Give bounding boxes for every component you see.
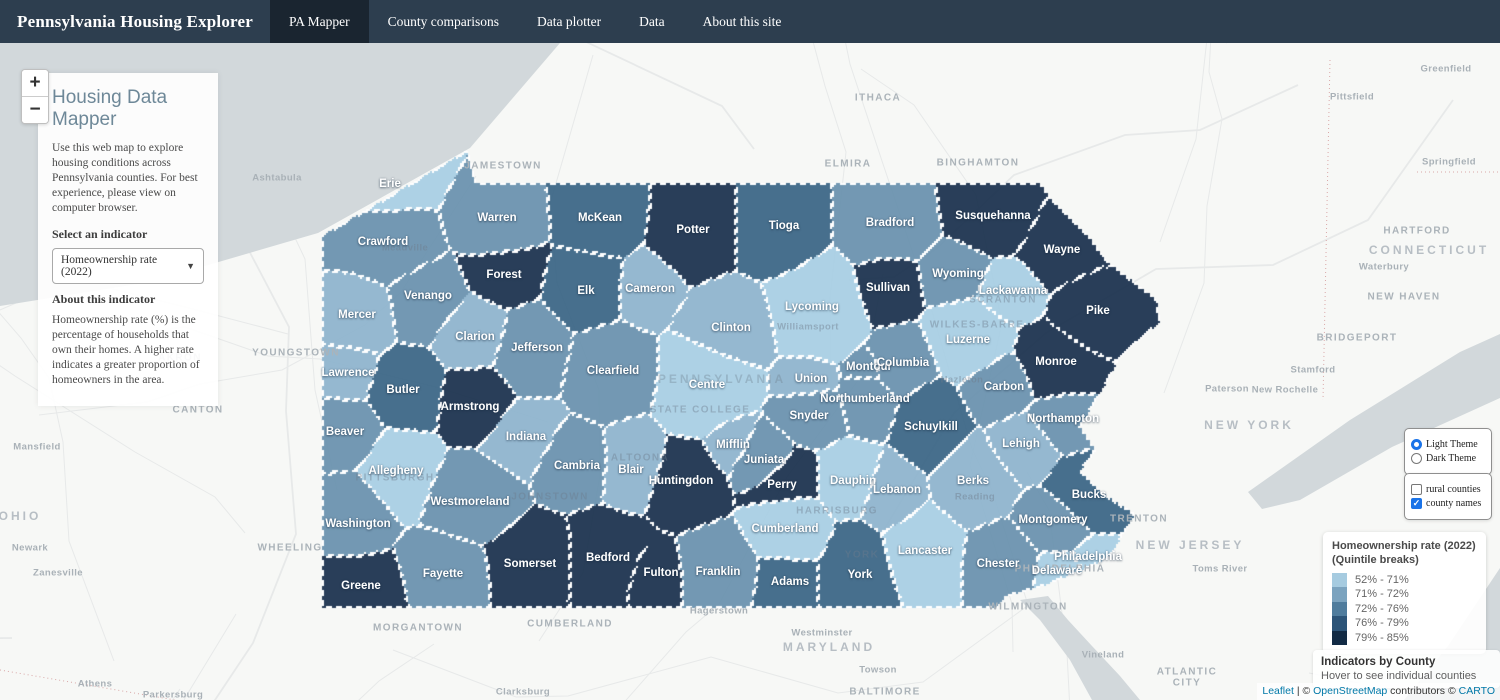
checkbox-label: rural counties (1426, 484, 1481, 495)
attribution-link[interactable]: CARTO (1458, 685, 1495, 697)
attribution-text: | © (1293, 685, 1314, 697)
map-attribution: Leaflet | © OpenStreetMap contributors ©… (1257, 683, 1500, 700)
legend-row: 79% - 85% (1332, 630, 1478, 645)
legend-subtitle: (Quintile breaks) (1332, 553, 1419, 566)
checkbox-icon[interactable] (1411, 484, 1422, 495)
legend-row: 71% - 72% (1332, 587, 1478, 602)
county-choropleth-layer[interactable] (0, 43, 1500, 700)
attribution-text: contributors © (1387, 685, 1459, 697)
legend-title: Homeownership rate (2022) (1332, 540, 1476, 552)
housing-data-mapper-panel: Housing Data Mapper Use this web map to … (38, 73, 218, 407)
legend-label: 71% - 72% (1355, 588, 1409, 601)
legend-row: 52% - 71% (1332, 572, 1478, 587)
chevron-down-icon: ▼ (186, 260, 195, 271)
legend-swatch (1332, 601, 1347, 616)
nav-tab-data-plotter[interactable]: Data plotter (537, 13, 602, 29)
legend-swatch (1332, 630, 1347, 645)
legend-label: 79% - 85% (1355, 631, 1409, 644)
indicator-dropdown-value: Homeownership rate (2022) (61, 253, 158, 278)
indicator-dropdown[interactable]: Homeownership rate (2022) ▼ (52, 247, 204, 284)
nav-tab-pa-mapper[interactable]: PA Mapper (269, 0, 369, 43)
attribution-link[interactable]: Leaflet (1262, 685, 1294, 697)
panel-title: Housing Data Mapper (52, 87, 168, 130)
radio-icon[interactable] (1411, 453, 1422, 464)
nav-tab-data[interactable]: Data (639, 13, 665, 29)
radio-label: Light Theme (1426, 439, 1478, 450)
nav-tab-about-this-site[interactable]: About this site (702, 13, 782, 29)
indicators-info-box: Indicators by County Hover to see indivi… (1313, 650, 1500, 688)
checkbox-label: county names (1426, 498, 1482, 509)
legend-rows: 52% - 71% 71% - 72% 72% - 76% 76% - 79% 79% … (1332, 572, 1478, 645)
app-title: Pennsylvania Housing Explorer (17, 11, 253, 31)
legend-swatch (1332, 587, 1347, 602)
legend-swatch (1332, 572, 1347, 587)
indicators-title: Indicators by County (1321, 656, 1436, 668)
radio-dark-theme[interactable]: Dark Theme (1411, 453, 1485, 464)
about-indicator-text: Homeownership rate (%) is the percentage… (52, 313, 200, 387)
radio-icon[interactable] (1411, 439, 1422, 450)
leaflet-map[interactable]: JAMESTOWN ITHACA ELMIRA BINGHAMTON Ashtabula… (0, 43, 1500, 700)
checkbox-county-names[interactable]: ✓ county names (1411, 498, 1485, 509)
legend-row: 72% - 76% (1332, 601, 1478, 616)
radio-light-theme[interactable]: Light Theme (1411, 439, 1485, 450)
checkbox-rural-counties[interactable]: rural counties (1411, 484, 1485, 495)
checkbox-icon[interactable]: ✓ (1411, 498, 1422, 509)
map-zoom-control: + − (21, 69, 49, 124)
attribution-link[interactable]: OpenStreetMap (1313, 685, 1388, 697)
legend-row: 76% - 79% (1332, 616, 1478, 631)
legend-label: 52% - 71% (1355, 573, 1409, 586)
nav-tabs: PA Mapper County comparisons Data plotter D… (269, 0, 800, 43)
about-indicator-label: About this indicator (52, 291, 156, 306)
legend-label: 72% - 76% (1355, 602, 1409, 615)
top-nav: Pennsylvania Housing Explorer PA Mapper C… (0, 0, 1500, 43)
zoom-out-button[interactable]: − (22, 97, 48, 123)
legend-swatch (1332, 616, 1347, 631)
theme-toggle-box: Light Theme Dark Theme (1404, 428, 1492, 475)
map-legend: Homeownership rate (2022) (Quintile brea… (1323, 532, 1486, 654)
select-indicator-label: Select an indicator (52, 226, 148, 241)
nav-tab-county-comparisons[interactable]: County comparisons (387, 13, 499, 29)
indicators-subtitle: Hover to see individual counties (1321, 670, 1477, 682)
legend-label: 76% - 79% (1355, 617, 1409, 630)
layer-toggle-box: rural counties ✓ county names (1404, 473, 1492, 520)
radio-label: Dark Theme (1426, 453, 1477, 464)
zoom-in-button[interactable]: + (22, 70, 48, 97)
panel-intro-text: Use this web map to explore housing cond… (52, 141, 198, 215)
